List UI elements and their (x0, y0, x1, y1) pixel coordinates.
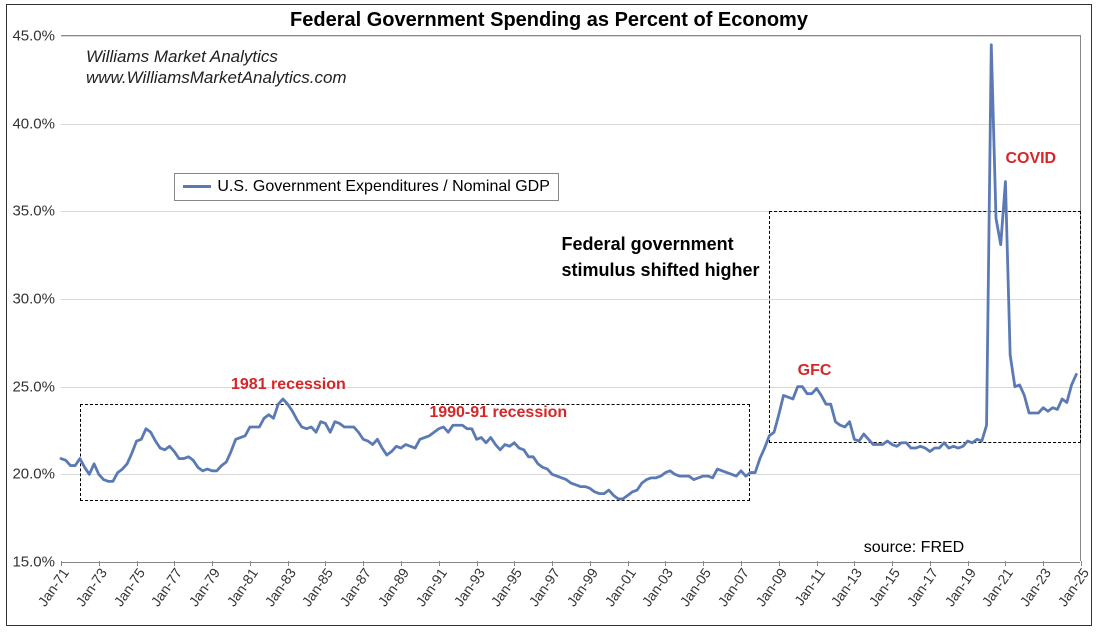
xtick-label: Jan-05 (677, 565, 715, 609)
xtick-label: Jan-03 (639, 565, 677, 609)
xtick-label: Jan-17 (903, 565, 941, 609)
xtick-label: Jan-87 (337, 565, 375, 609)
xtick-label: Jan-71 (34, 565, 72, 609)
xtick-label: Jan-97 (526, 565, 564, 609)
xtick-label: Jan-85 (299, 565, 337, 609)
attribution: Williams Market Analyticswww.WilliamsMar… (86, 46, 347, 89)
ytick-label: 40.0% (12, 115, 55, 132)
chart-frame: Federal Government Spending as Percent o… (6, 4, 1092, 626)
xtick-label: Jan-07 (714, 565, 752, 609)
xtick-mark (1081, 561, 1082, 566)
xtick-label: Jan-81 (223, 565, 261, 609)
annotation-stimulus-shift-2: stimulus shifted higher (562, 260, 760, 281)
xtick-label: Jan-21 (979, 565, 1017, 609)
xtick-label: Jan-23 (1017, 565, 1055, 609)
annotation-covid: COVID (1005, 150, 1056, 168)
xtick-label: Jan-99 (563, 565, 601, 609)
gridline-y (61, 562, 1080, 563)
xtick-label: Jan-19 (941, 565, 979, 609)
xtick-label: Jan-09 (752, 565, 790, 609)
annotation-gfc: GFC (798, 362, 832, 380)
annotation-recession-1990: 1990-91 recession (429, 404, 567, 422)
annotation-recession-1981: 1981 recession (231, 376, 346, 394)
legend-label: U.S. Government Expenditures / Nominal G… (217, 178, 550, 196)
ytick-label: 25.0% (12, 378, 55, 395)
xtick-label: Jan-13 (828, 565, 866, 609)
ytick-label: 35.0% (12, 203, 55, 220)
attribution-line-1: Williams Market Analytics (86, 46, 347, 67)
ytick-label: 30.0% (12, 291, 55, 308)
plot-area: 15.0%20.0%25.0%30.0%35.0%40.0%45.0%Jan-7… (61, 35, 1081, 561)
ytick-label: 15.0% (12, 554, 55, 571)
source-label: source: FRED (864, 539, 964, 557)
chart-title: Federal Government Spending as Percent o… (7, 9, 1091, 32)
xtick-label: Jan-89 (374, 565, 412, 609)
legend-swatch (183, 185, 211, 188)
xtick-label: Jan-95 (488, 565, 526, 609)
xtick-label: Jan-93 (450, 565, 488, 609)
annotation-stimulus-shift-1: Federal government (562, 234, 734, 255)
ytick-label: 20.0% (12, 466, 55, 483)
xtick-label: Jan-25 (1054, 565, 1092, 609)
series-line (61, 36, 1081, 562)
xtick-label: Jan-15 (866, 565, 904, 609)
xtick-label: Jan-75 (110, 565, 148, 609)
ytick-label: 45.0% (12, 28, 55, 45)
xtick-label: Jan-11 (791, 565, 828, 608)
xtick-label: Jan-77 (148, 565, 186, 609)
xtick-label: Jan-73 (72, 565, 110, 609)
xtick-label: Jan-83 (261, 565, 299, 609)
legend: U.S. Government Expenditures / Nominal G… (174, 173, 559, 201)
xtick-label: Jan-01 (601, 565, 639, 609)
xtick-label: Jan-91 (412, 565, 450, 609)
xtick-label: Jan-79 (186, 565, 224, 609)
attribution-line-2: www.WilliamsMarketAnalytics.com (86, 67, 347, 88)
